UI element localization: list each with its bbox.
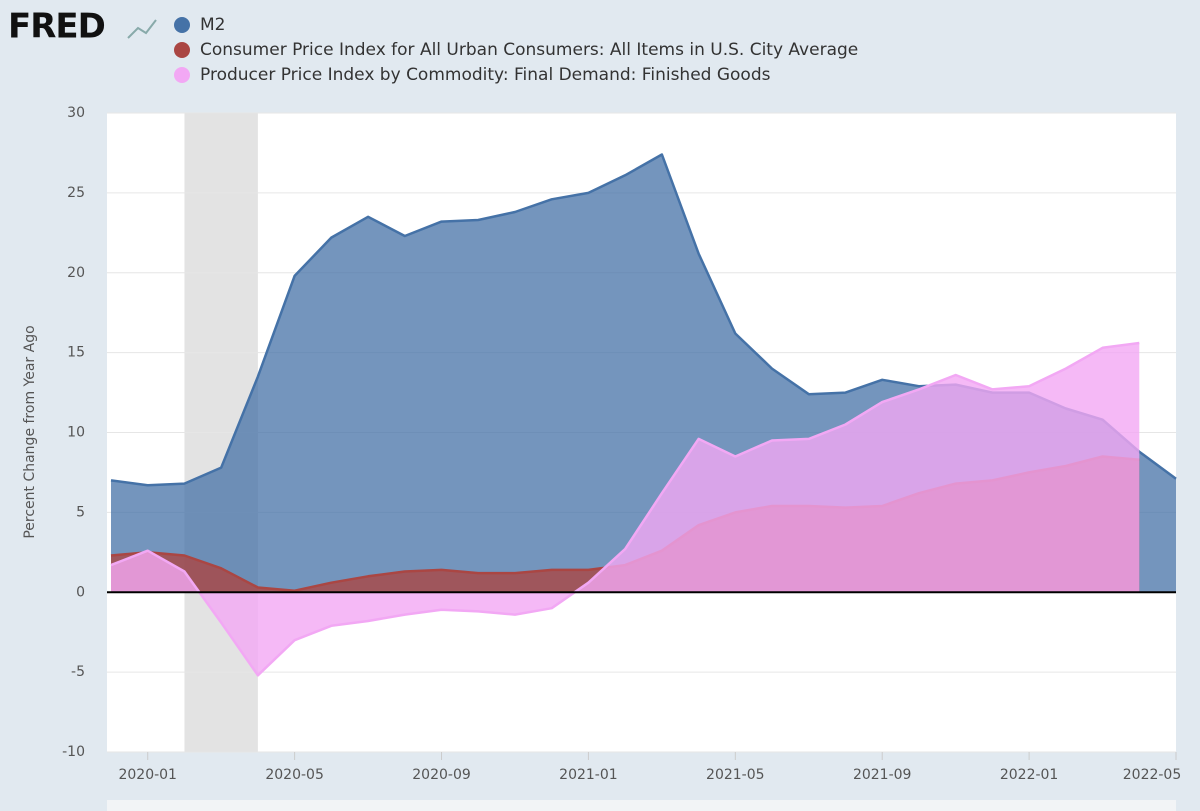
legend-marker <box>174 17 190 33</box>
y-axis-label: Percent Change from Year Ago <box>22 325 38 538</box>
y-tick-label: 25 <box>67 185 85 201</box>
y-tick-label: 30 <box>67 105 85 121</box>
x-tick-label: 2022-01 <box>1000 767 1059 783</box>
y-tick-label: 5 <box>76 504 85 520</box>
x-tick-label: 2022-05 <box>1123 767 1182 783</box>
navigator <box>107 800 1176 811</box>
y-tick-label: 15 <box>67 345 85 361</box>
x-tick-label: 2020-09 <box>412 767 471 783</box>
y-tick-label: 20 <box>67 265 85 281</box>
logo-icon <box>127 19 157 39</box>
legend-label: M2 <box>200 15 225 35</box>
x-tick-label: 2020-05 <box>265 767 324 783</box>
series-line <box>110 341 1140 677</box>
y-tick-label: -5 <box>71 664 85 680</box>
x-tick-label: 2021-01 <box>559 767 618 783</box>
legend-label: Consumer Price Index for All Urban Consu… <box>200 40 858 60</box>
y-tick-label: 10 <box>67 425 85 441</box>
legend-marker <box>174 42 190 58</box>
logo: FRED <box>8 7 105 47</box>
x-tick-label: 2021-09 <box>853 767 912 783</box>
y-tick-label: 0 <box>76 584 85 600</box>
x-tick-label: 2020-01 <box>118 767 177 783</box>
legend-marker <box>174 67 190 83</box>
y-tick-label: -10 <box>62 744 85 760</box>
x-tick-label: 2021-05 <box>706 767 765 783</box>
legend-label: Producer Price Index by Commodity: Final… <box>200 65 771 85</box>
